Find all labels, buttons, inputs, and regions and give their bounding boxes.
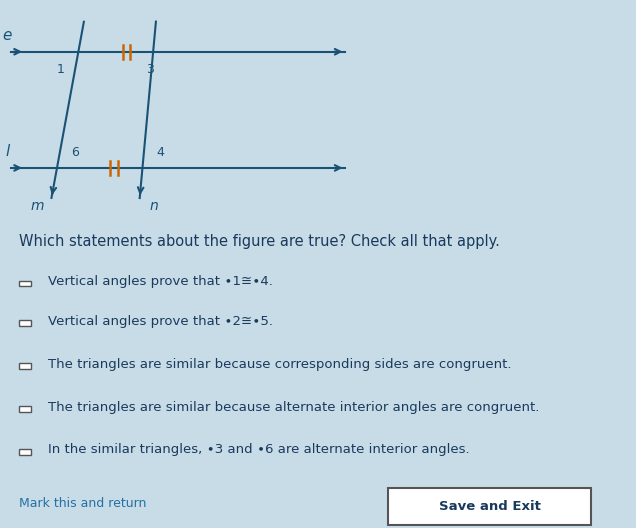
Text: Save and Exit: Save and Exit xyxy=(439,500,541,513)
Text: 4: 4 xyxy=(156,146,164,159)
Text: m: m xyxy=(31,199,44,212)
FancyBboxPatch shape xyxy=(19,449,31,455)
Text: 1: 1 xyxy=(57,63,64,76)
Text: e: e xyxy=(3,28,12,43)
Text: Mark this and return: Mark this and return xyxy=(19,497,146,510)
FancyBboxPatch shape xyxy=(388,488,591,525)
Text: Vertical angles prove that ∙2≅∙5.: Vertical angles prove that ∙2≅∙5. xyxy=(48,315,273,328)
Text: n: n xyxy=(149,199,158,213)
Text: The triangles are similar because corresponding sides are congruent.: The triangles are similar because corres… xyxy=(48,357,511,371)
Text: l: l xyxy=(5,144,10,159)
FancyBboxPatch shape xyxy=(19,363,31,369)
FancyBboxPatch shape xyxy=(19,320,31,326)
FancyBboxPatch shape xyxy=(19,406,31,412)
Text: Vertical angles prove that ∙1≅∙4.: Vertical angles prove that ∙1≅∙4. xyxy=(48,275,273,288)
FancyBboxPatch shape xyxy=(19,280,31,286)
Text: In the similar triangles, ∙3 and ∙6 are alternate interior angles.: In the similar triangles, ∙3 and ∙6 are … xyxy=(48,444,469,456)
Text: Which statements about the figure are true? Check all that apply.: Which statements about the figure are tr… xyxy=(19,234,500,249)
Text: 3: 3 xyxy=(146,63,153,76)
Text: The triangles are similar because alternate interior angles are congruent.: The triangles are similar because altern… xyxy=(48,401,539,413)
Text: 6: 6 xyxy=(71,146,79,159)
